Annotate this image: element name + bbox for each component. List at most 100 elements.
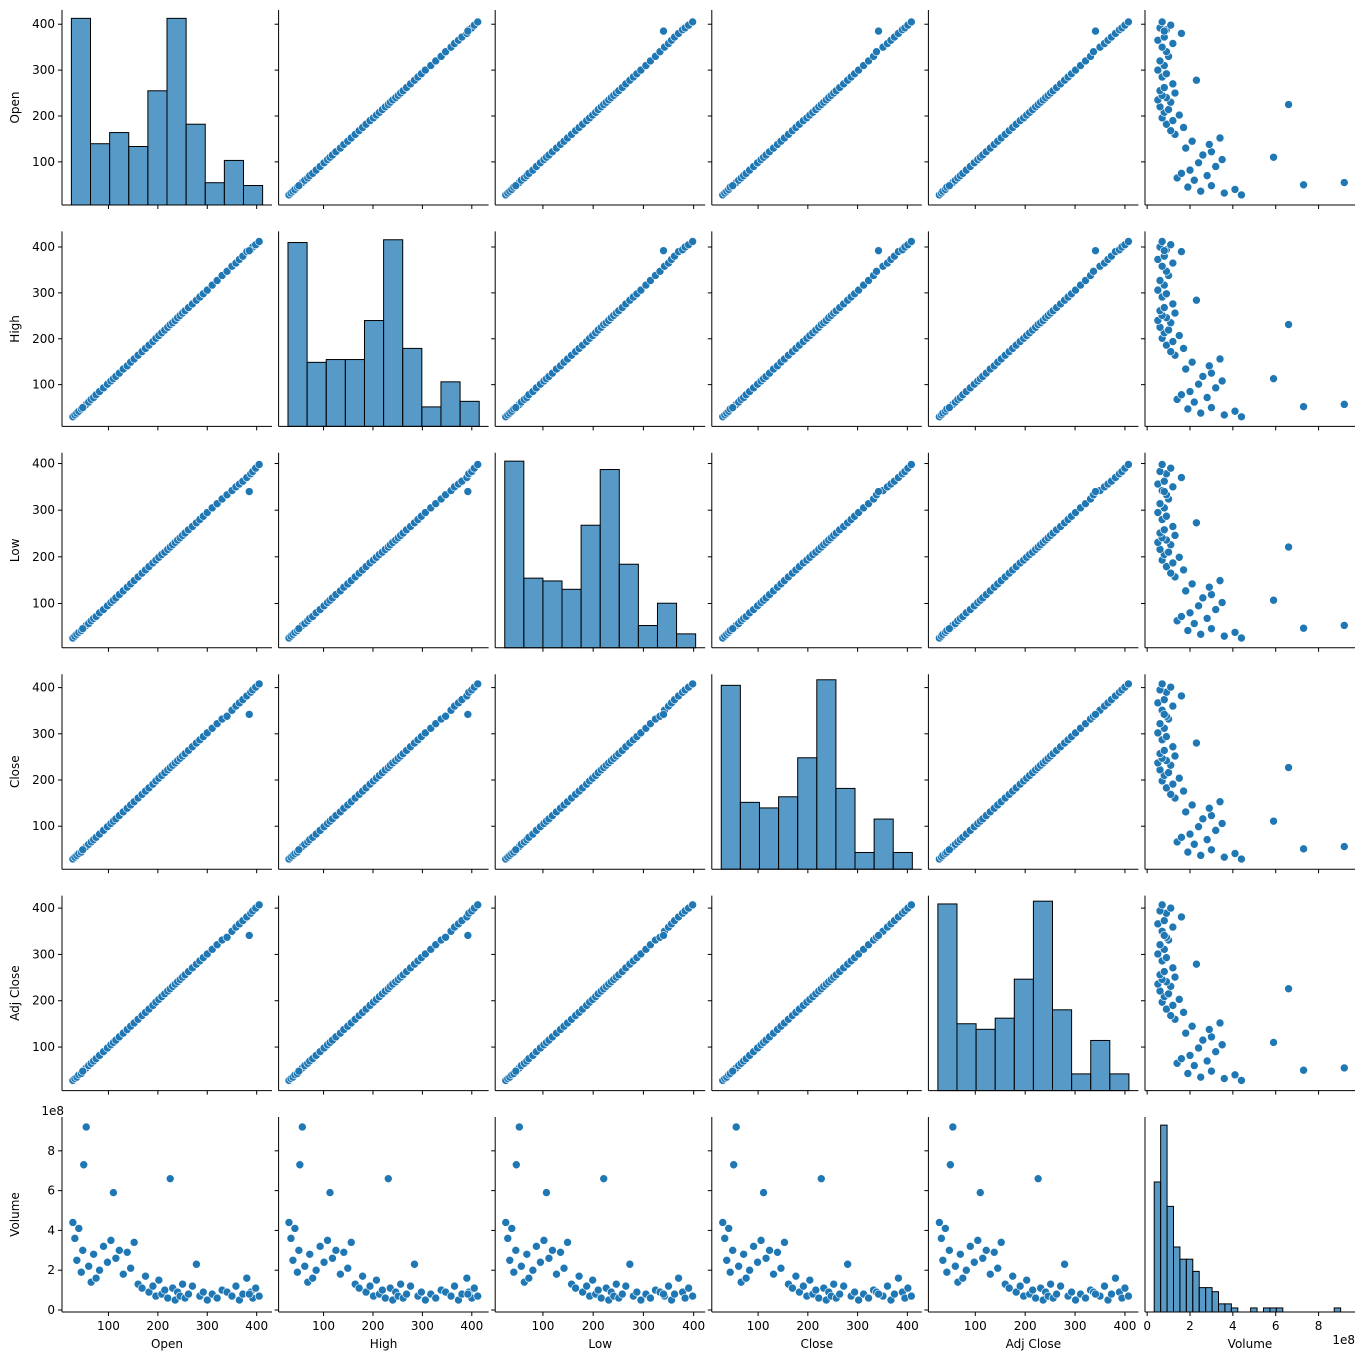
scatter-point: [1155, 56, 1165, 66]
scatter-point: [118, 1269, 128, 1279]
scatter-point: [1177, 912, 1186, 922]
scatter-point: [1181, 143, 1191, 153]
scatter-point: [244, 1289, 254, 1299]
scatter-point: [294, 845, 304, 855]
scatter-point: [1166, 463, 1176, 473]
histogram-bar: [1192, 1270, 1200, 1313]
scatter-point: [1204, 803, 1214, 813]
scatter-point: [1194, 601, 1203, 611]
panel: [927, 895, 1139, 1095]
scatter-point: [816, 1174, 826, 1183]
scatter-point: [1211, 383, 1221, 393]
scatter-point: [294, 1066, 304, 1076]
histogram-bar: [1230, 1307, 1239, 1313]
scatter-point: [948, 1122, 958, 1132]
y-tick-label: 300: [32, 503, 55, 517]
scatter-point: [1168, 258, 1178, 268]
histogram-bar: [147, 90, 168, 206]
scatter-point: [1183, 404, 1193, 414]
scatter-point: [68, 1218, 78, 1227]
scatter-point: [1269, 152, 1278, 162]
scatter-point: [1230, 1070, 1240, 1080]
scatter-point: [1196, 186, 1206, 196]
scatter-point: [81, 1122, 91, 1132]
scatter-point: [1179, 565, 1188, 575]
scatter-point: [1164, 325, 1173, 335]
scatter-point: [84, 1261, 93, 1271]
scatter-point: [1091, 26, 1100, 36]
x-tick-label: 100: [312, 1319, 335, 1333]
scatter-point: [1237, 854, 1246, 864]
scatter-point: [74, 1224, 84, 1233]
x-tick-label: 200: [1014, 1319, 1037, 1333]
histogram-bar: [542, 580, 563, 649]
panel: [491, 674, 706, 874]
scatter-point: [1217, 376, 1227, 386]
scatter-point: [1194, 379, 1203, 389]
scatter-point: [1183, 626, 1193, 635]
x-tick-label: 200: [362, 1319, 385, 1333]
scatter-point: [907, 237, 916, 246]
scatter-point: [463, 1289, 473, 1299]
scatter-point: [441, 711, 450, 721]
scatter-point: [1166, 20, 1176, 30]
scatter-point: [1159, 303, 1169, 312]
scatter-point: [406, 1281, 415, 1291]
scatter-point: [106, 1236, 116, 1245]
scatter-point: [1056, 1281, 1065, 1291]
scatter-point: [839, 1281, 848, 1291]
scatter-point: [70, 1234, 80, 1243]
scatter-point: [1168, 337, 1178, 346]
scatter-point: [1100, 1281, 1109, 1291]
panel: 100 200 300 400 Close: [8, 674, 272, 874]
scatter-point: [227, 1291, 237, 1301]
histogram-bar: [676, 633, 697, 649]
scatter-point: [1091, 487, 1100, 496]
scatter-point: [1299, 402, 1308, 411]
scatter-point: [294, 181, 304, 191]
scatter-point: [78, 403, 88, 412]
scatter-point: [724, 1224, 734, 1233]
x-tick-label: 400: [896, 1319, 919, 1333]
scatter-point: [1046, 1279, 1055, 1289]
scatter-point: [1179, 1008, 1188, 1017]
scatter-point: [78, 845, 88, 855]
scatter-point: [1219, 410, 1229, 420]
histogram-bar: [1090, 1039, 1111, 1092]
scatter-point: [421, 1295, 430, 1305]
y-axis-label: Open: [8, 91, 22, 123]
scatter-point: [1166, 903, 1176, 913]
scatter-point: [254, 237, 264, 246]
scatter-point: [1237, 1076, 1246, 1085]
scatter-point: [718, 1218, 728, 1227]
scatter-point: [753, 1257, 762, 1267]
scatter-point: [1164, 768, 1173, 777]
panel: [274, 10, 489, 209]
scatter-point: [1022, 1275, 1031, 1285]
scatter-point: [625, 1259, 635, 1269]
scatter-point: [728, 403, 738, 412]
scatter-point: [1157, 261, 1167, 271]
scatter-point: [688, 1291, 697, 1301]
histogram-bar: [1269, 1307, 1277, 1313]
scatter-point: [99, 1242, 108, 1251]
histogram-bar: [1173, 1246, 1181, 1313]
scatter-point: [1196, 1072, 1206, 1082]
scatter-point: [1189, 175, 1199, 185]
scatter-point: [1168, 299, 1178, 309]
panel: [924, 10, 1139, 209]
scatter-point: [1183, 1069, 1193, 1078]
histogram-bar: [1166, 1205, 1174, 1313]
scatter-point: [759, 1188, 768, 1197]
scatter-point: [1162, 511, 1171, 521]
histogram-bar: [1205, 1287, 1213, 1313]
scatter-point: [396, 1279, 405, 1289]
scatter-point: [945, 624, 954, 633]
scatter-point: [501, 1218, 511, 1227]
scatter-point: [1211, 605, 1221, 614]
scatter-point: [1339, 1063, 1349, 1073]
scatter-point: [95, 1265, 104, 1275]
scatter-point: [1183, 182, 1193, 192]
scatter-point: [659, 26, 668, 36]
scatter-point: [202, 1295, 212, 1305]
